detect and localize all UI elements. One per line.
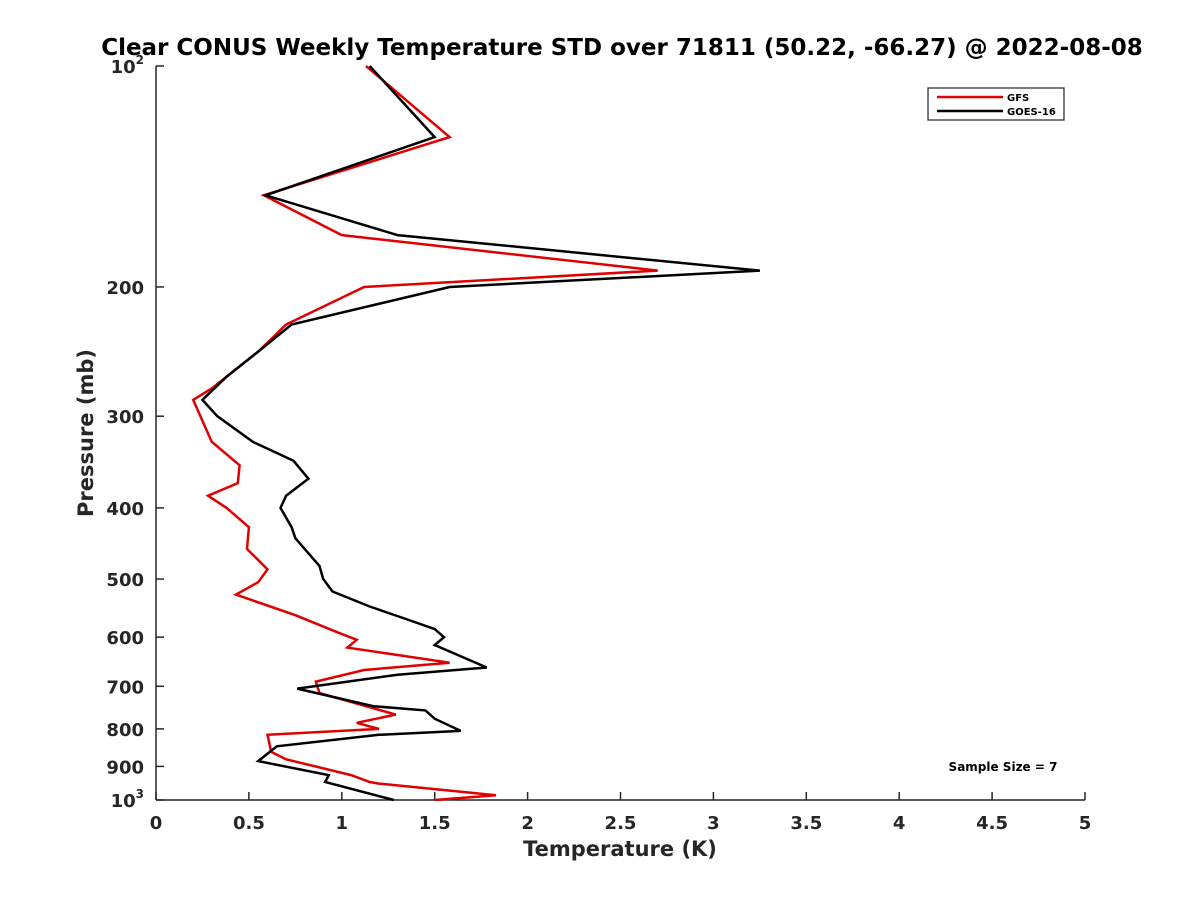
y-ticks: 102 200 300 400 500 600 700 800 900 103 (106, 53, 164, 812)
x-axis-label: Temperature (K) (523, 837, 717, 861)
x-tick-label: 0.5 (233, 813, 265, 834)
x-tick-label: 3.5 (790, 813, 822, 834)
x-tick-label: 5 (1079, 813, 1092, 834)
x-tick-label: 2.5 (605, 813, 637, 834)
y-tick-label: 300 (106, 407, 144, 428)
y-tick-label: 200 (106, 278, 144, 299)
chart-title: Clear CONUS Weekly Temperature STD over … (101, 35, 1143, 61)
series-line-goes-16 (200, 65, 761, 802)
sample-size-note: Sample Size = 7 (949, 760, 1058, 774)
y-tick-label: 700 (106, 677, 144, 698)
x-tick-label: 4 (893, 813, 906, 834)
x-ticks: 0 0.5 1 1.5 2 2.5 3 3.5 4 4.5 5 (150, 792, 1092, 834)
y-tick-label: 102 (111, 53, 144, 78)
x-tick-label: 0 (150, 813, 163, 834)
series-line-gfs (191, 65, 658, 802)
y-tick-label: 900 (106, 757, 144, 778)
x-tick-label: 3 (707, 813, 720, 834)
x-tick-label: 1.5 (419, 813, 451, 834)
legend: GFS GOES-16 (927, 87, 1065, 121)
legend-box (927, 87, 1065, 121)
y-tick-label: 600 (106, 628, 144, 649)
x-tick-label: 1 (336, 813, 349, 834)
y-tick-label: 400 (106, 499, 144, 520)
y-tick-label: 103 (111, 787, 144, 812)
y-tick-label: 500 (106, 570, 144, 591)
x-tick-label: 2 (521, 813, 534, 834)
x-tick-label: 4.5 (976, 813, 1008, 834)
series-lines (191, 65, 761, 802)
legend-label: GOES-16 (1007, 107, 1056, 118)
legend-items: GFS GOES-16 (937, 93, 1056, 118)
y-tick-label: 800 (106, 720, 144, 741)
legend-label: GFS (1007, 93, 1029, 104)
plot-area: 0 0.5 1 1.5 2 2.5 3 3.5 4 4.5 5 102 200 300 400 500 600… (106, 53, 1091, 834)
y-axis-label: Pressure (mb) (74, 349, 98, 517)
